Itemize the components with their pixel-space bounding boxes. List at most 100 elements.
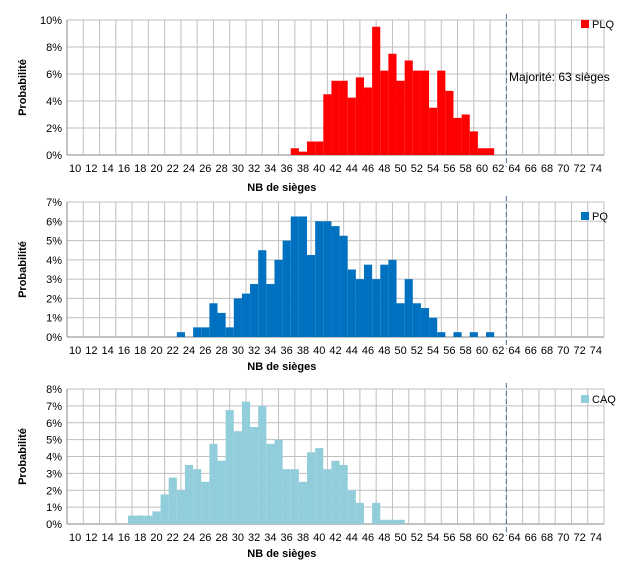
x-tick-label: 40: [313, 163, 325, 175]
y-tick-label: 7%: [46, 401, 62, 413]
y-tick-label: 0%: [46, 150, 62, 162]
bar: [339, 464, 348, 524]
bar: [315, 221, 324, 337]
x-tick-label: 38: [297, 532, 309, 544]
legend-label: PLQ: [592, 19, 614, 31]
x-tick-label: 24: [183, 163, 195, 175]
y-tick-label: 6%: [46, 69, 62, 81]
bar: [339, 235, 348, 337]
bar: [282, 240, 291, 337]
bar: [233, 298, 242, 337]
x-tick-label: 10: [69, 345, 81, 357]
bar: [331, 460, 340, 524]
bar: [363, 264, 373, 337]
bar: [339, 80, 348, 155]
x-tick-label: 60: [476, 532, 488, 544]
x-tick-label: 72: [573, 532, 585, 544]
x-tick-label: 40: [313, 532, 325, 544]
x-tick-label: 68: [541, 163, 553, 175]
x-tick-label: 32: [248, 163, 260, 175]
bar: [209, 303, 218, 337]
x-tick-label: 20: [150, 163, 162, 175]
legend-swatch: [581, 395, 589, 403]
x-tick-label: 58: [460, 163, 472, 175]
bar: [445, 90, 454, 155]
x-tick-label: 16: [118, 532, 130, 544]
x-tick-label: 34: [264, 163, 276, 175]
x-tick-label: 74: [590, 345, 602, 357]
bar: [266, 283, 275, 337]
bar: [388, 519, 397, 524]
y-axis-label: Probabilité: [17, 59, 29, 116]
bar: [347, 269, 356, 337]
y-tick-label: 8%: [46, 384, 62, 396]
x-tick-label: 30: [232, 345, 244, 357]
y-tick-label: 4%: [46, 452, 62, 464]
bar: [225, 410, 234, 524]
x-axis-label: NB de sièges: [247, 548, 316, 560]
x-tick-label: 12: [85, 163, 97, 175]
x-tick-label: 44: [346, 345, 358, 357]
y-tick-label: 6%: [46, 418, 62, 430]
bar: [290, 216, 299, 337]
x-tick-label: 24: [183, 532, 195, 544]
bar: [323, 94, 332, 155]
x-tick-label: 22: [167, 532, 179, 544]
bar: [315, 141, 324, 155]
x-tick-label: 62: [492, 532, 504, 544]
x-tick-label: 56: [443, 163, 455, 175]
bar: [388, 53, 397, 155]
y-axis-label: Probabilité: [17, 241, 29, 298]
bar: [347, 97, 356, 155]
x-tick-label: 14: [102, 163, 114, 175]
x-tick-label: 22: [167, 163, 179, 175]
x-tick-label: 62: [492, 163, 504, 175]
bar: [372, 279, 381, 337]
x-tick-label: 18: [134, 532, 146, 544]
bar: [404, 279, 413, 337]
x-tick-label: 54: [427, 532, 439, 544]
bar: [250, 426, 259, 524]
bar: [380, 264, 389, 337]
x-tick-label: 46: [362, 163, 374, 175]
x-tick-label: 52: [411, 345, 423, 357]
bar: [420, 70, 430, 155]
bar: [486, 148, 495, 155]
x-tick-label: 36: [281, 345, 293, 357]
bar: [437, 332, 446, 337]
x-tick-label: 48: [378, 532, 390, 544]
bar: [307, 141, 316, 155]
x-tick-label: 30: [232, 532, 244, 544]
y-tick-label: 8%: [46, 42, 62, 54]
x-tick-label: 40: [313, 345, 325, 357]
y-tick-label: 4%: [46, 96, 62, 108]
x-tick-label: 32: [248, 532, 260, 544]
bar: [469, 332, 478, 337]
y-axis-label: Probabilité: [17, 428, 29, 485]
bar: [136, 515, 145, 524]
bar: [437, 70, 446, 155]
y-tick-label: 0%: [46, 332, 62, 344]
y-tick-label: 2%: [46, 293, 62, 305]
y-tick-label: 0%: [46, 519, 62, 531]
x-tick-label: 12: [85, 532, 97, 544]
x-tick-label: 68: [541, 532, 553, 544]
bar: [477, 148, 487, 155]
x-tick-label: 34: [264, 532, 276, 544]
bar: [250, 283, 259, 337]
x-tick-label: 72: [573, 163, 585, 175]
bar: [347, 490, 356, 524]
x-tick-label: 38: [297, 345, 309, 357]
bar: [184, 464, 194, 524]
legend-swatch: [581, 212, 589, 220]
bar: [201, 327, 210, 337]
y-tick-label: 10%: [40, 15, 62, 27]
x-tick-label: 56: [443, 532, 455, 544]
x-tick-label: 54: [427, 163, 439, 175]
x-tick-label: 66: [525, 163, 537, 175]
x-tick-label: 60: [476, 345, 488, 357]
x-tick-label: 12: [85, 345, 97, 357]
bar: [396, 303, 405, 337]
x-tick-label: 28: [215, 532, 227, 544]
bar: [168, 477, 177, 524]
